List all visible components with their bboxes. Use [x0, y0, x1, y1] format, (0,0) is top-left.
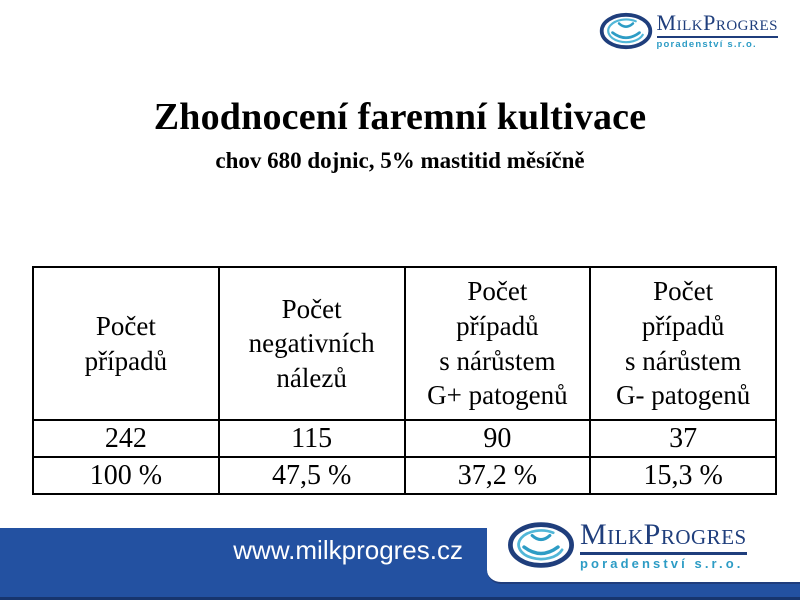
table-cell: 115	[217, 419, 406, 458]
table-cell: 37,2 %	[403, 456, 592, 495]
table-header-row: Počet případů Počet negativních nálezů P…	[32, 266, 777, 421]
logo-tagline: poradenství s.r.o.	[656, 39, 757, 51]
footer-url: www.milkprogres.cz	[233, 535, 463, 565]
milk-dish-icon	[508, 522, 574, 568]
logo-underline	[656, 36, 778, 39]
results-table: Počet případů Počet negativních nálezů P…	[32, 266, 777, 495]
milk-dish-icon	[599, 12, 652, 50]
header-g-plus: Počet případů s nárůstem G+ patogenů	[403, 266, 592, 421]
table-cell: 15,3 %	[589, 456, 777, 495]
logo-tagline: poradenství s.r.o.	[580, 556, 744, 571]
header-g-minus: Počet případů s nárůstem G- patogenů	[589, 266, 777, 421]
slide-title: Zhodnocení faremní kultivace	[153, 96, 647, 138]
table-cell: 90	[403, 419, 592, 458]
milkprogres-logo-top: MilkProgres poradenství s.r.o.	[599, 11, 778, 51]
logo-brand-text: MilkProgres	[656, 10, 778, 36]
logo-text-block: MilkProgres poradenství s.r.o.	[656, 10, 778, 51]
table-cell: 47,5 %	[217, 456, 406, 495]
table-cell: 37	[589, 419, 777, 458]
table-cell: 242	[32, 419, 220, 458]
table-cell: 100 %	[32, 456, 220, 495]
logo-underline	[580, 552, 747, 555]
header-pocet-pripadu: Počet případů	[32, 266, 220, 421]
table-row-percent: 100 % 47,5 % 37,2 % 15,3 %	[32, 456, 777, 495]
logo-text-block: MilkProgres poradenství s.r.o.	[580, 520, 747, 570]
milkprogres-logo-bottom: MilkProgres poradenství s.r.o.	[507, 520, 747, 570]
footer-logo-box: MilkProgres poradenství s.r.o.	[487, 508, 800, 584]
logo-brand-text: MilkProgres	[580, 518, 747, 551]
header-pocet-negativnich: Počet negativních nálezů	[217, 266, 406, 421]
table-row-counts: 242 115 90 37	[32, 419, 777, 458]
slide-subtitle: chov 680 dojnic, 5% mastitid měsíčně	[215, 148, 585, 173]
